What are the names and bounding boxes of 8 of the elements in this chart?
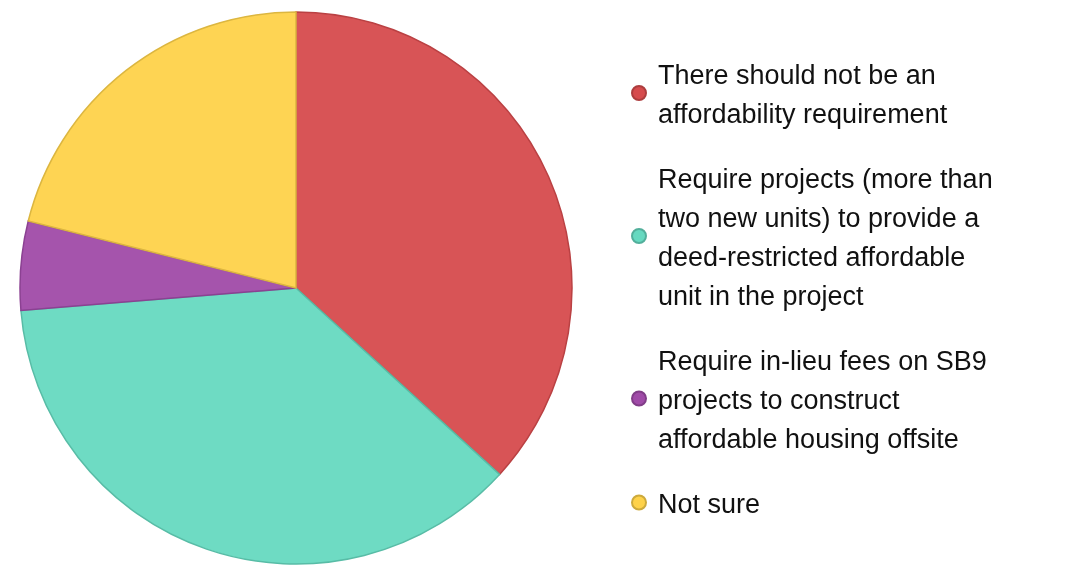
legend-label: There should not be an affordability requirement: [658, 60, 948, 130]
legend-label: Require projects (more than two new units) to provide a deed-restricted affordable unit in the project: [658, 164, 993, 312]
pie-slice: [27, 11, 297, 289]
pie-slice: [295, 11, 573, 476]
legend-label: Not sure: [658, 489, 761, 520]
legend-label: Require in-lieu fees on SB9 projects to construct affordable housing offsite: [658, 346, 987, 455]
pie-slice: [20, 287, 501, 565]
pie-slice: [19, 220, 297, 312]
